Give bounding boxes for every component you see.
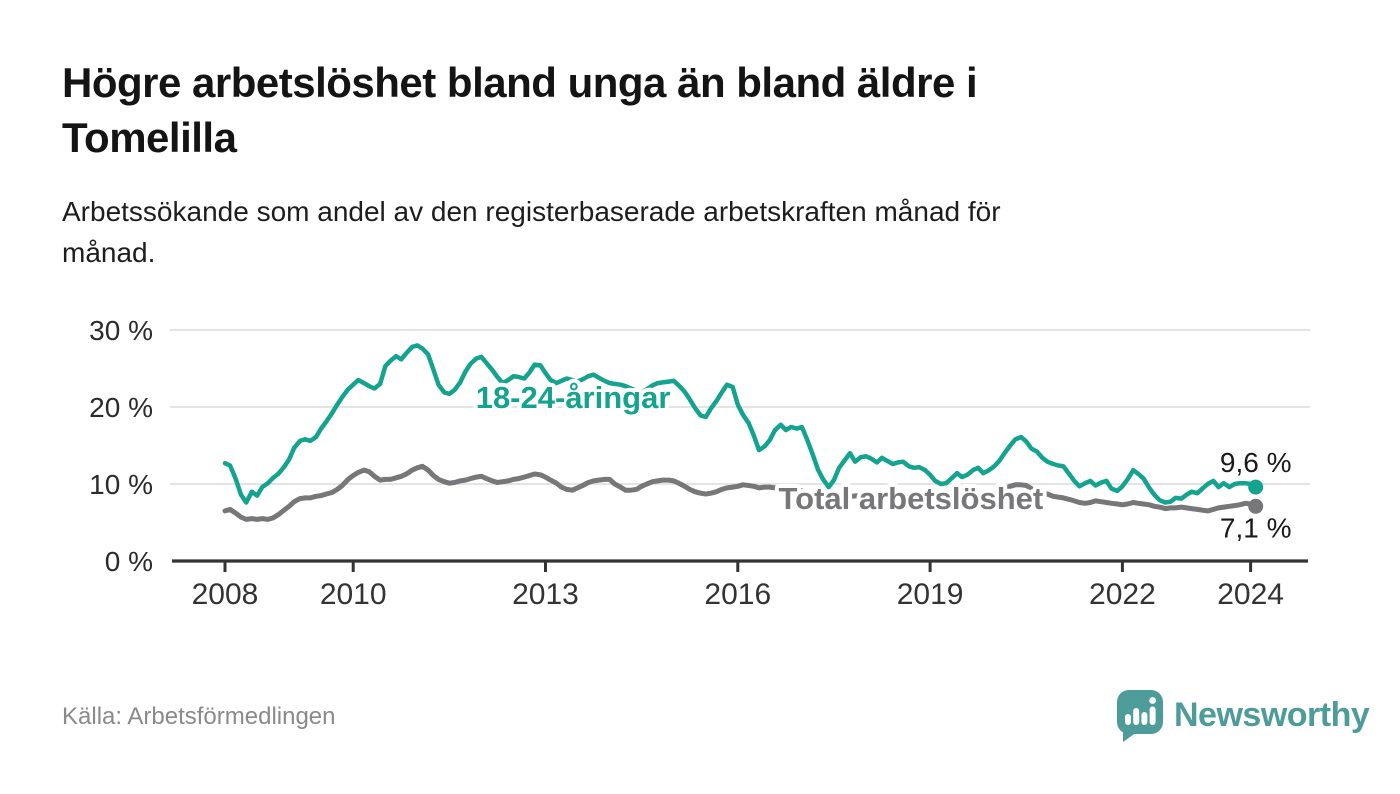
- end-value-label-total: 7,1 %: [1220, 512, 1292, 543]
- series-label-total: Total arbetslöshet: [779, 481, 1044, 516]
- y-tick-label: 30 %: [89, 315, 153, 346]
- newsworthy-logo-icon: [1117, 690, 1163, 742]
- speech-bubble-icon: [1117, 690, 1163, 742]
- y-tick-label: 20 %: [89, 392, 153, 423]
- newsworthy-wordmark: Newsworthy: [1174, 695, 1370, 734]
- x-tick-label: 2022: [1089, 578, 1156, 611]
- x-tick-label: 2010: [320, 578, 387, 611]
- newsworthy-logo: Newsworthy: [1115, 688, 1370, 742]
- y-tick-label: 0 %: [105, 546, 153, 577]
- series-end-dot-youth: [1248, 479, 1264, 495]
- series-label-youth: 18-24-åringar: [476, 380, 671, 415]
- page-title: Högre arbetslöshet bland unga än bland ä…: [62, 59, 978, 161]
- x-tick-label: 2016: [704, 578, 771, 611]
- x-tick-label: 2008: [192, 578, 259, 611]
- source-note: Källa: Arbetsförmedlingen: [62, 703, 336, 730]
- x-tick-label: 2024: [1217, 578, 1284, 611]
- x-tick-label: 2019: [897, 578, 964, 611]
- x-tick-label: 2013: [512, 578, 579, 611]
- series-line-total: [222, 463, 1259, 522]
- series-line-youth: [222, 343, 1258, 505]
- page-subtitle: Arbetssökande som andel av den registerb…: [62, 196, 1001, 268]
- bar-chart-icon: [1125, 697, 1156, 725]
- end-value-label-youth: 9,6 %: [1220, 447, 1292, 478]
- series-end-dot-total: [1248, 498, 1264, 514]
- y-tick-label: 10 %: [89, 469, 153, 500]
